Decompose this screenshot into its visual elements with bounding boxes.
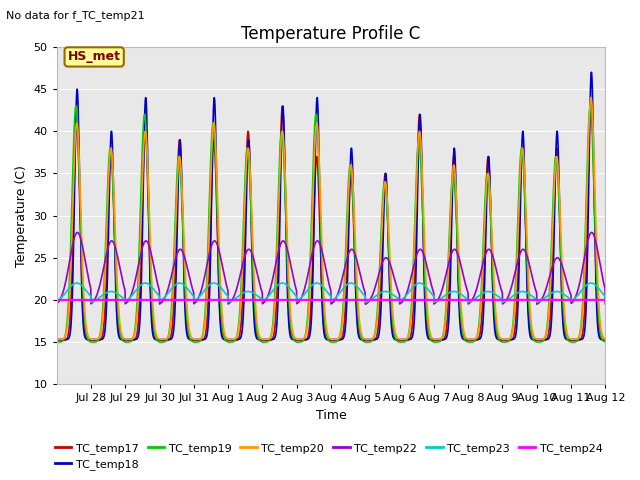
TC_temp17 bbox=[527, 334, 535, 339]
TC_temp19 bbox=[226, 339, 234, 345]
TC_temp22 bbox=[602, 301, 609, 307]
TC_temp17 bbox=[364, 337, 372, 343]
TC_temp23 bbox=[364, 299, 372, 304]
TC_temp17 bbox=[602, 337, 609, 343]
TC_temp24 bbox=[53, 297, 61, 303]
TC_temp20 bbox=[587, 95, 595, 100]
TC_temp23 bbox=[53, 299, 61, 304]
TC_temp18 bbox=[53, 336, 61, 342]
Line: TC_temp20: TC_temp20 bbox=[57, 97, 605, 339]
TC_temp22 bbox=[364, 300, 372, 305]
Y-axis label: Temperature (C): Temperature (C) bbox=[15, 165, 28, 266]
TC_temp17 bbox=[587, 95, 595, 100]
TC_temp19 bbox=[108, 154, 115, 160]
TC_temp19 bbox=[362, 339, 369, 345]
TC_temp23 bbox=[108, 288, 116, 294]
TC_temp22 bbox=[226, 300, 234, 306]
TC_temp23 bbox=[87, 300, 95, 305]
TC_temp19 bbox=[586, 103, 594, 109]
TC_temp20 bbox=[108, 147, 115, 153]
TC_temp20 bbox=[602, 336, 609, 342]
X-axis label: Time: Time bbox=[316, 409, 346, 422]
TC_temp18 bbox=[588, 70, 595, 75]
TC_temp17 bbox=[53, 337, 61, 343]
TC_temp24 bbox=[593, 297, 601, 303]
TC_temp20 bbox=[53, 336, 61, 342]
TC_temp23 bbox=[602, 299, 609, 304]
TC_temp18 bbox=[594, 325, 602, 331]
TC_temp20 bbox=[362, 336, 369, 342]
TC_temp19 bbox=[594, 300, 602, 306]
TC_temp20 bbox=[527, 319, 535, 325]
TC_temp17 bbox=[87, 337, 95, 343]
TC_temp24 bbox=[364, 297, 372, 303]
TC_temp24 bbox=[108, 297, 115, 303]
Legend: TC_temp17, TC_temp18, TC_temp19, TC_temp20, TC_temp22, TC_temp23, TC_temp24: TC_temp17, TC_temp18, TC_temp19, TC_temp… bbox=[51, 438, 607, 474]
TC_temp24 bbox=[527, 297, 535, 303]
TC_temp22 bbox=[527, 270, 535, 276]
Line: TC_temp17: TC_temp17 bbox=[57, 97, 605, 340]
TC_temp18 bbox=[527, 336, 535, 341]
Line: TC_temp23: TC_temp23 bbox=[57, 283, 605, 302]
TC_temp23 bbox=[594, 285, 602, 290]
TC_temp19 bbox=[364, 339, 372, 345]
TC_temp22 bbox=[588, 229, 595, 235]
TC_temp17 bbox=[594, 316, 602, 322]
TC_temp20 bbox=[364, 336, 372, 342]
TC_temp20 bbox=[497, 335, 504, 341]
TC_temp22 bbox=[53, 300, 61, 306]
Title: Temperature Profile C: Temperature Profile C bbox=[241, 24, 420, 43]
Line: TC_temp18: TC_temp18 bbox=[57, 72, 605, 339]
TC_temp19 bbox=[527, 327, 535, 333]
TC_temp22 bbox=[362, 301, 369, 307]
TC_temp20 bbox=[594, 282, 602, 288]
Line: TC_temp22: TC_temp22 bbox=[57, 232, 605, 304]
Line: TC_temp19: TC_temp19 bbox=[57, 106, 605, 342]
TC_temp24 bbox=[226, 297, 234, 303]
TC_temp23 bbox=[497, 295, 504, 301]
TC_temp18 bbox=[87, 336, 95, 342]
TC_temp22 bbox=[594, 249, 602, 255]
TC_temp22 bbox=[497, 283, 504, 289]
Text: HS_met: HS_met bbox=[68, 50, 121, 63]
TC_temp18 bbox=[497, 336, 504, 342]
TC_temp19 bbox=[497, 338, 504, 344]
TC_temp23 bbox=[587, 280, 595, 286]
TC_temp20 bbox=[226, 336, 234, 342]
TC_temp24 bbox=[602, 297, 609, 303]
TC_temp19 bbox=[602, 339, 609, 345]
TC_temp24 bbox=[496, 297, 504, 303]
TC_temp22 bbox=[108, 238, 115, 244]
TC_temp18 bbox=[364, 336, 372, 342]
TC_temp23 bbox=[527, 293, 535, 299]
TC_temp18 bbox=[108, 130, 116, 136]
TC_temp19 bbox=[53, 339, 61, 345]
TC_temp17 bbox=[227, 337, 234, 343]
TC_temp17 bbox=[497, 337, 504, 343]
TC_temp23 bbox=[227, 299, 234, 304]
TC_temp17 bbox=[108, 150, 116, 156]
TC_temp18 bbox=[227, 336, 234, 342]
TC_temp18 bbox=[602, 336, 609, 342]
Text: No data for f_TC_temp21: No data for f_TC_temp21 bbox=[6, 10, 145, 21]
